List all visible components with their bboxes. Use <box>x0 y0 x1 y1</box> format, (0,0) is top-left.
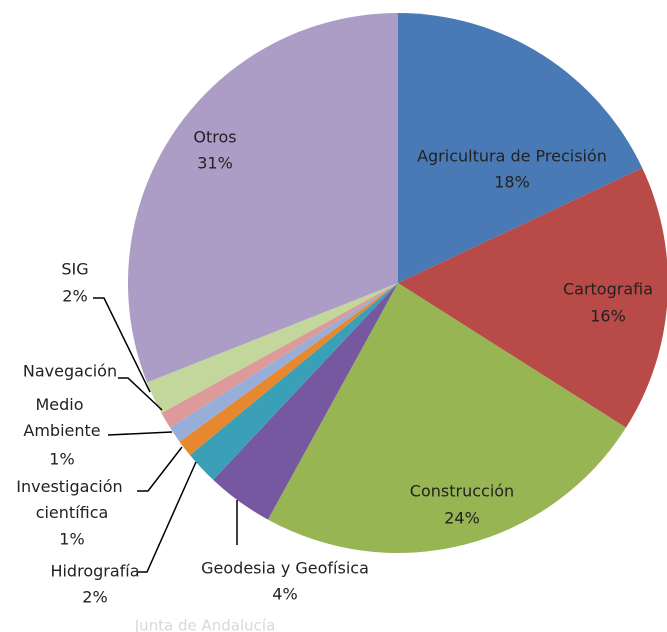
pie-slice <box>398 168 667 428</box>
pie-slice <box>189 283 398 480</box>
leader-line <box>118 377 163 411</box>
watermark: Junta de Andalucía <box>134 617 276 632</box>
slice-label: Geodesia y Geofísica <box>201 559 369 578</box>
leader-line <box>137 446 183 492</box>
leader-line <box>93 297 151 393</box>
pie-slice <box>170 283 398 442</box>
pie-slice <box>213 283 398 520</box>
pie-slice <box>128 13 398 383</box>
slice-label: Investigación científica <box>16 477 127 522</box>
pie-slice <box>161 283 398 428</box>
slice-label: Construcción <box>410 482 514 501</box>
slice-value-label: 24% <box>444 509 480 528</box>
slice-label: SIG <box>61 260 88 279</box>
pie-slice <box>179 283 398 456</box>
slice-label: Cartografia <box>563 280 653 299</box>
slice-label: Otros <box>193 128 236 147</box>
pie-slice <box>146 283 398 414</box>
pie-slice <box>398 13 643 283</box>
pie-slice <box>267 283 626 553</box>
leader-line <box>107 431 173 436</box>
slice-value-label: 2% <box>62 287 87 306</box>
slice-value-label: 1% <box>49 450 74 469</box>
slice-label: Agricultura de Precisión <box>417 147 607 166</box>
slice-value-label: 31% <box>197 154 233 173</box>
slice-value-label: 4% <box>272 585 297 604</box>
slice-value-label: 2% <box>82 588 107 607</box>
slice-label: Medio Ambiente <box>23 395 100 440</box>
slice-value-label: 16% <box>590 307 626 326</box>
slice-value-label: 1% <box>59 530 84 549</box>
slice-label: Hidrografía <box>50 562 139 581</box>
slice-value-label: 18% <box>494 173 530 192</box>
slice-label: Navegación <box>23 362 117 381</box>
leader-line <box>137 461 197 573</box>
